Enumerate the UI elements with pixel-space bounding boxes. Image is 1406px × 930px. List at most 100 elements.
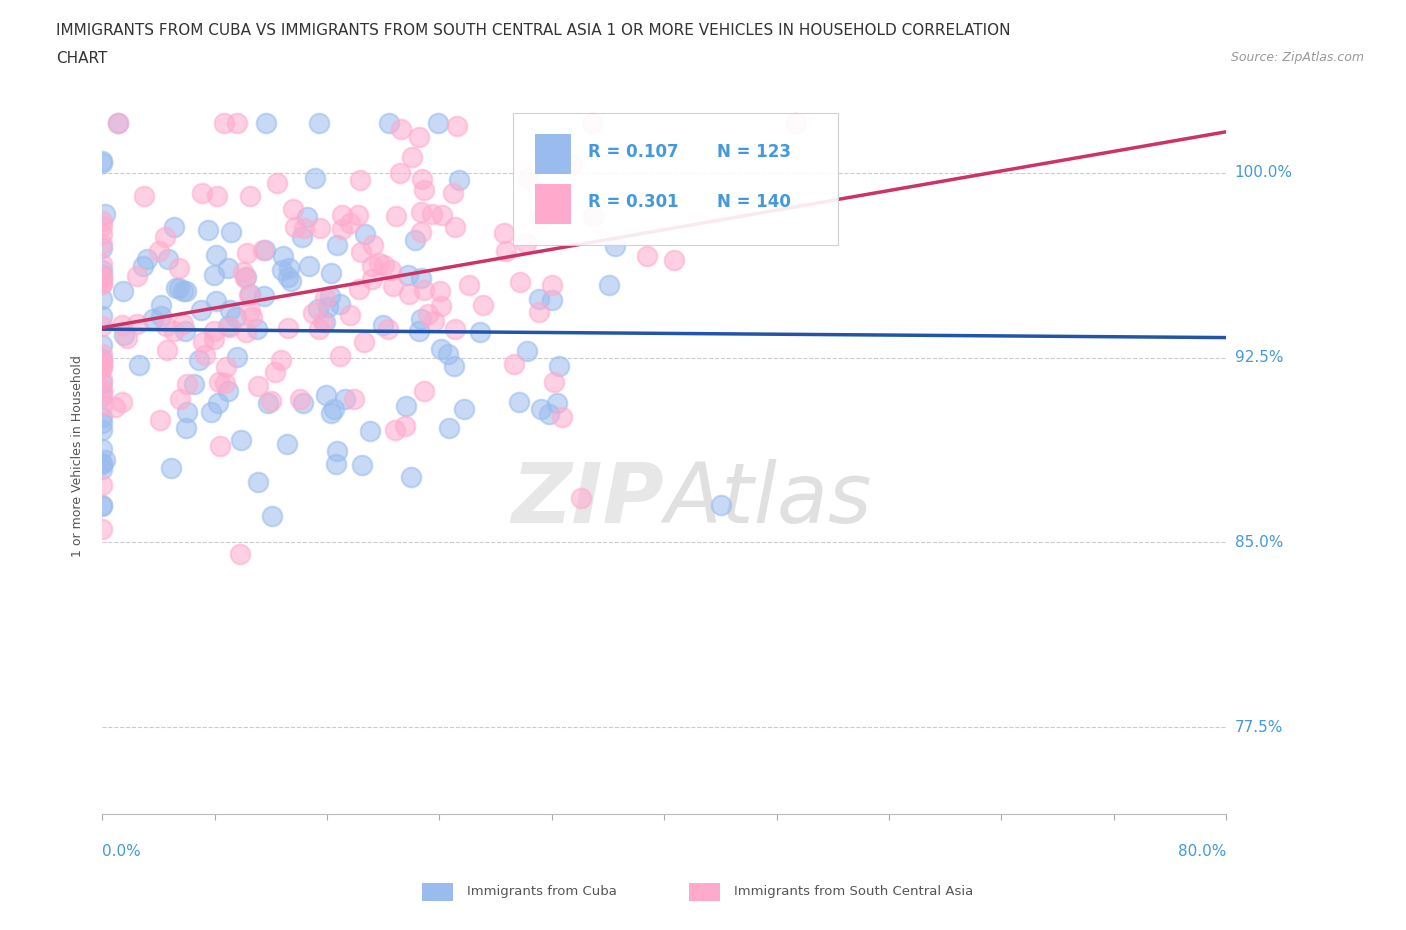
Point (353, 335, 375, 350)
Point (91, 462, 114, 477)
Point (377, 322, 399, 337)
Point (409, 205, 432, 219)
Point (598, 277, 620, 292)
Point (91, 457, 114, 472)
Point (371, 318, 394, 333)
Point (225, 309, 247, 324)
Point (298, 259, 321, 273)
Point (91, 272, 114, 286)
Point (636, 248, 658, 263)
Point (257, 395, 280, 410)
Point (453, 402, 475, 417)
Point (292, 220, 315, 235)
Point (531, 210, 554, 225)
Point (367, 256, 389, 271)
Text: R = 0.107: R = 0.107 (588, 143, 679, 161)
Point (136, 251, 159, 266)
Point (548, 358, 571, 373)
Point (541, 278, 564, 293)
Point (361, 238, 384, 253)
Text: 80.0%: 80.0% (1178, 844, 1226, 859)
Point (91, 398, 114, 413)
Point (443, 322, 465, 337)
Point (277, 270, 299, 285)
Point (91, 381, 114, 396)
Point (385, 208, 408, 223)
Point (260, 509, 283, 524)
Point (91, 352, 114, 367)
Point (322, 402, 344, 417)
Point (247, 379, 270, 393)
Point (530, 402, 553, 417)
Point (276, 436, 298, 451)
Text: Immigrants from Cuba: Immigrants from Cuba (467, 885, 617, 898)
Point (264, 365, 287, 379)
Point (350, 245, 373, 259)
Text: 92.5%: 92.5% (1234, 350, 1284, 365)
Point (239, 303, 262, 318)
Point (150, 309, 173, 324)
Point (605, 239, 627, 254)
Point (401, 150, 423, 165)
Point (91, 455, 114, 470)
Point (396, 268, 419, 283)
Point (326, 444, 349, 458)
Point (127, 317, 149, 332)
Point (131, 259, 153, 273)
Point (333, 392, 356, 406)
Point (326, 238, 349, 253)
Point (546, 395, 568, 410)
Point (125, 268, 148, 283)
Point (281, 201, 304, 216)
Point (373, 258, 395, 272)
Point (316, 299, 339, 314)
Point (91, 355, 114, 370)
Point (91, 442, 114, 457)
Point (149, 412, 172, 427)
Point (347, 207, 370, 222)
Point (359, 424, 381, 439)
Point (314, 314, 336, 329)
Point (389, 122, 412, 137)
Point (295, 210, 318, 225)
Point (202, 268, 225, 283)
Point (395, 398, 418, 413)
Point (91, 478, 114, 493)
Point (409, 224, 432, 239)
Point (271, 248, 294, 263)
Point (91, 155, 114, 170)
Point (252, 242, 274, 257)
Point (437, 420, 460, 435)
Point (111, 317, 134, 332)
Point (205, 248, 228, 263)
Point (91, 267, 114, 282)
Point (91, 422, 114, 437)
FancyBboxPatch shape (513, 113, 838, 246)
Point (309, 220, 332, 235)
Point (91, 498, 114, 512)
Point (288, 392, 311, 406)
Text: CHART: CHART (56, 51, 108, 66)
Point (378, 116, 401, 131)
Point (153, 229, 176, 244)
Point (91, 236, 114, 251)
Point (91, 498, 114, 513)
Point (420, 207, 443, 222)
Point (91, 347, 114, 362)
Point (515, 236, 537, 251)
Point (314, 290, 336, 305)
Point (311, 314, 333, 329)
Point (217, 318, 239, 333)
Point (423, 313, 446, 328)
Point (408, 130, 430, 145)
Point (516, 343, 538, 358)
Point (280, 273, 302, 288)
Point (225, 116, 247, 131)
Point (472, 298, 495, 312)
Point (502, 356, 524, 371)
Point (191, 335, 214, 350)
Point (91, 385, 114, 400)
Point (508, 394, 530, 409)
Point (430, 299, 453, 313)
Point (449, 172, 471, 187)
